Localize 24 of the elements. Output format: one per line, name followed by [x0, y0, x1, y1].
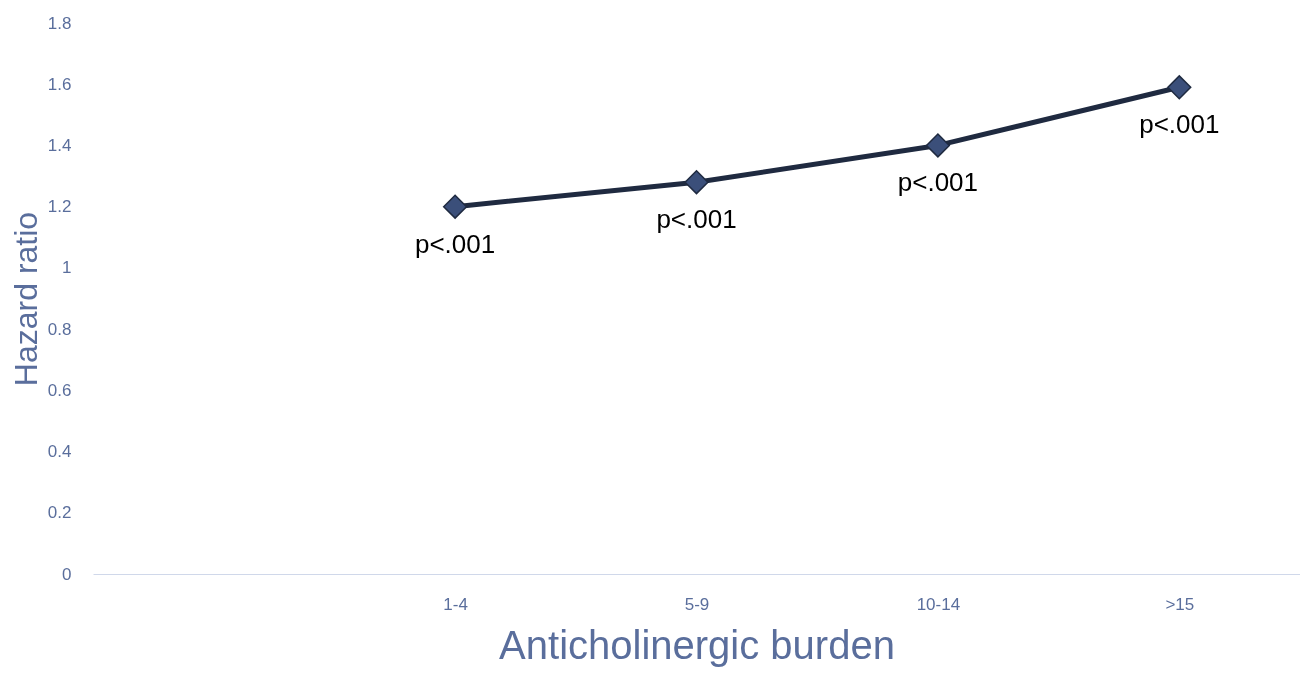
annotation: p<.001 — [656, 204, 737, 235]
y-tick-label: 1.2 — [47, 197, 72, 217]
y-tick-label: 0.8 — [47, 319, 72, 339]
annotation: p<.001 — [414, 228, 496, 259]
point — [442, 194, 468, 219]
annotation: p<.001 — [1139, 109, 1220, 140]
x-tick-label: 10-14 — [916, 594, 961, 614]
annotation: p<.001 — [897, 167, 979, 198]
point — [925, 133, 951, 158]
y-tick-label: 1.8 — [47, 13, 72, 33]
x-axis-title: Anticholinergic burden — [499, 622, 895, 667]
y-tick-label: 0.4 — [47, 442, 72, 462]
y-axis-title: Hazard ratio — [7, 211, 44, 387]
y-tick-label: 1.4 — [47, 135, 72, 155]
point — [1167, 75, 1192, 100]
point — [684, 170, 709, 195]
x-tick-label: >15 — [1165, 594, 1195, 614]
y-tick-label: 1.6 — [47, 74, 72, 94]
x-tick-label: 1-4 — [443, 594, 468, 614]
y-tick-label: 0 — [62, 564, 72, 584]
y-tick-label: 1 — [62, 258, 72, 278]
x-tick-label: 5-9 — [684, 594, 710, 614]
y-tick-label: 0.6 — [47, 380, 72, 400]
y-tick-label: 0.2 — [47, 503, 72, 523]
